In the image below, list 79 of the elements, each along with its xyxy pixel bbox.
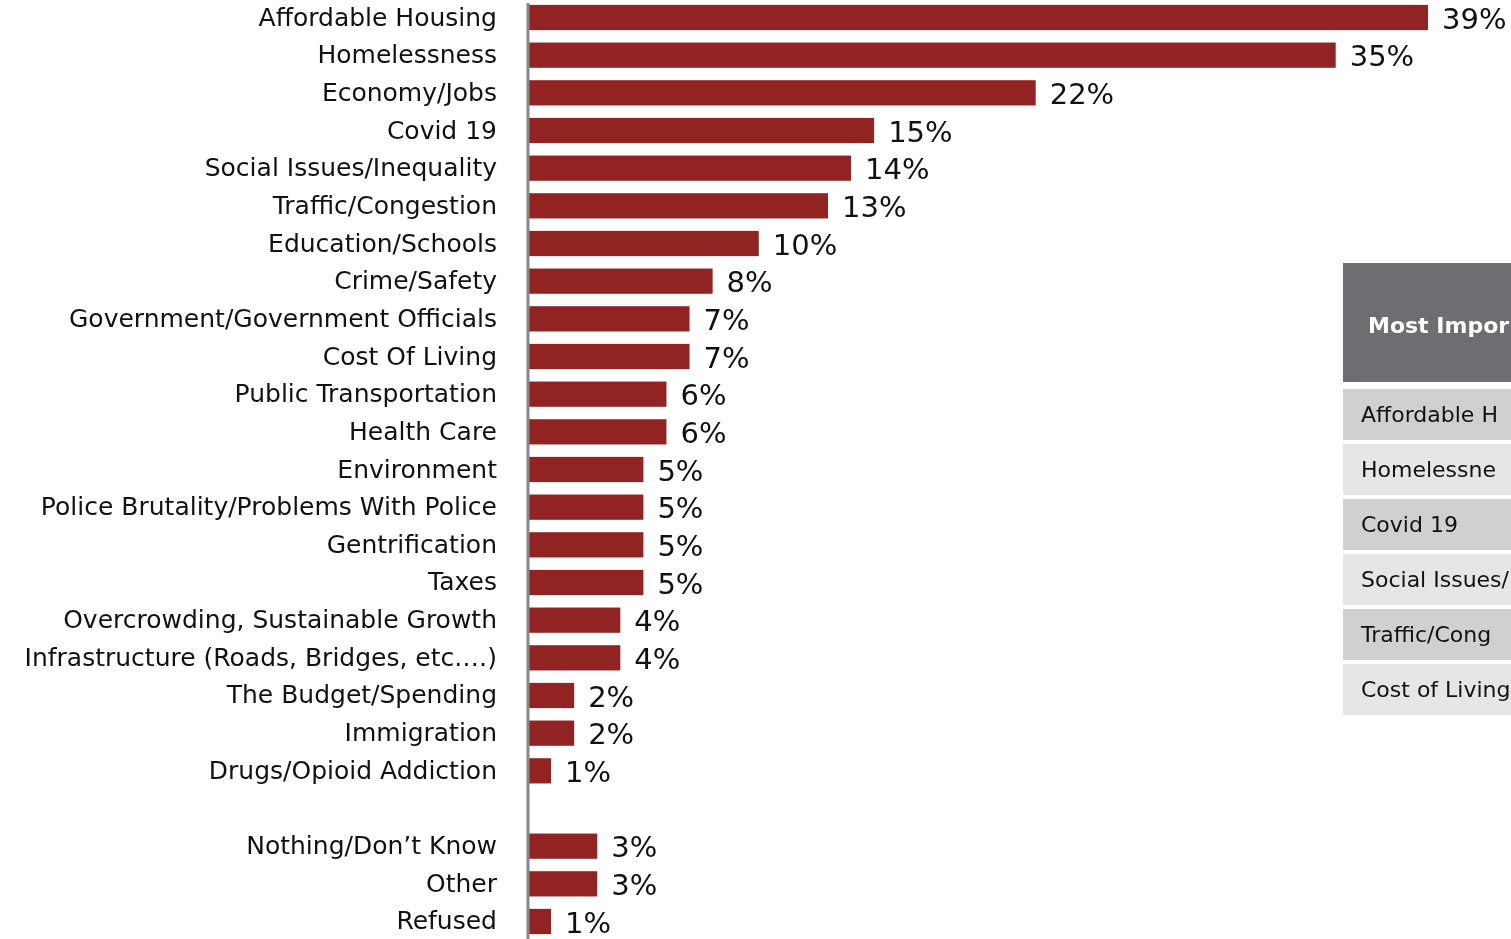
bar — [528, 343, 690, 370]
bar — [528, 569, 644, 596]
y-tick-label: Gentrification — [326, 529, 497, 559]
data-label: 4% — [634, 604, 681, 639]
bar — [528, 645, 621, 671]
annotation: Social Issues/ — [1361, 567, 1510, 593]
bar — [528, 758, 552, 784]
y-tick-label: Other — [426, 868, 498, 898]
y-tick-label: Public Transportation — [234, 379, 497, 409]
y-tick-label: Drugs/Opioid Addiction — [208, 755, 497, 785]
data-label: 7% — [703, 302, 750, 337]
data-label: 1% — [565, 905, 612, 939]
bar — [528, 607, 621, 633]
y-tick-label: Overcrowding, Sustainable Growth — [63, 605, 497, 635]
bar — [528, 42, 1336, 68]
bar — [528, 155, 852, 181]
y-tick-label: Immigration — [344, 718, 497, 748]
data-label: 5% — [657, 566, 704, 601]
y-tick-label: Cost Of Living — [322, 341, 497, 371]
bar — [528, 456, 644, 483]
bar — [528, 720, 575, 746]
data-label: 13% — [842, 189, 907, 224]
bar — [528, 908, 552, 935]
y-tick-label: Taxes — [427, 567, 497, 597]
y-tick-label: Economy/Jobs — [321, 77, 497, 107]
bar — [528, 833, 598, 859]
annotation: Covid 19 — [1361, 512, 1458, 538]
data-label: 8% — [726, 265, 773, 300]
bar — [528, 419, 667, 445]
bar — [528, 4, 1428, 31]
data-label: 6% — [680, 378, 727, 413]
y-tick-label: Crime/Safety — [334, 266, 498, 296]
y-tick-label: Environment — [337, 454, 498, 484]
data-label: 15% — [888, 114, 953, 149]
annotation: Traffic/Cong — [1360, 622, 1492, 648]
annotation: Most Impor — [1368, 312, 1510, 338]
annotation: Affordable H — [1361, 402, 1498, 428]
data-label: 10% — [772, 227, 838, 262]
bar — [528, 193, 828, 219]
y-tick-label: Nothing/Don’t Know — [246, 831, 497, 861]
bar — [528, 268, 713, 294]
data-label: 39% — [1442, 1, 1507, 36]
data-label: 7% — [703, 340, 750, 375]
y-tick-label: Covid 19 — [386, 115, 497, 145]
annotation: Homelessne — [1361, 457, 1497, 483]
y-tick-label: Education/Schools — [268, 228, 497, 258]
bar — [528, 381, 667, 407]
y-tick-label: Government/Government Officials — [68, 303, 497, 333]
data-label: 4% — [634, 641, 681, 676]
y-tick-label: The Budget/Spending — [225, 680, 497, 710]
bar — [528, 80, 1036, 106]
bar — [528, 494, 644, 520]
data-label: 5% — [657, 491, 704, 526]
data-label: 14% — [865, 152, 930, 187]
bar — [528, 306, 690, 332]
bar — [528, 682, 575, 709]
y-tick-label: Homelessness — [317, 40, 497, 70]
bar — [528, 532, 644, 558]
data-label: 2% — [588, 717, 635, 752]
data-label: 35% — [1349, 39, 1415, 74]
data-label: 3% — [611, 830, 658, 865]
y-tick-label: Social Issues/Inequality — [204, 153, 498, 183]
y-tick-label: Affordable Housing — [258, 2, 497, 32]
data-label: 6% — [680, 415, 727, 450]
bar — [528, 230, 759, 257]
y-tick-label: Health Care — [349, 416, 497, 446]
data-label: 3% — [611, 867, 658, 902]
data-label: 5% — [657, 453, 704, 488]
y-tick-label: Traffic/Congestion — [271, 190, 497, 220]
data-label: 22% — [1049, 76, 1115, 111]
bar — [528, 117, 875, 144]
bar — [528, 871, 598, 897]
y-tick-label: Refused — [396, 906, 497, 936]
y-tick-label: Police Brutality/Problems With Police — [40, 492, 497, 522]
annotation: Cost of Living — [1361, 677, 1511, 703]
data-label: 1% — [565, 754, 612, 789]
data-label: 2% — [588, 679, 635, 714]
y-tick-label: Infrastructure (Roads, Bridges, etc.…) — [24, 642, 497, 672]
data-label: 5% — [657, 528, 704, 563]
